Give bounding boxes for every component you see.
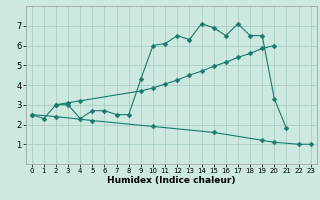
X-axis label: Humidex (Indice chaleur): Humidex (Indice chaleur) [107, 176, 236, 185]
